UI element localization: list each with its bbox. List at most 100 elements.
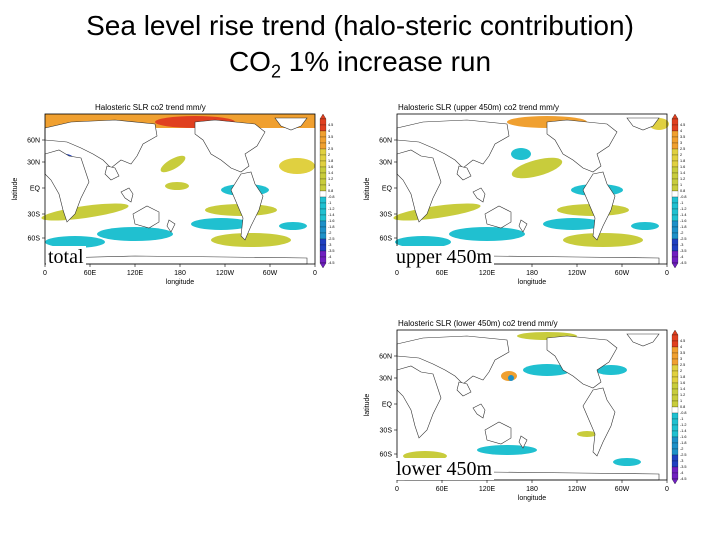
lat-tick-label: 60N (379, 138, 392, 145)
colorbar-swatch (671, 352, 679, 360)
slide-title-line2: CO2 1% increase run (0, 46, 720, 88)
map-panel-lower: Halosteric SLR (lower 450m) co2 trend mm… (362, 314, 702, 504)
lon-tick-label: 0 (665, 270, 669, 277)
colorbar-swatch (319, 136, 327, 144)
colorbar-tick-label: -2.5 (680, 453, 687, 457)
panel-label-lower: lower 450m (394, 458, 495, 480)
colorbar-tick-label: -1.2 (680, 207, 687, 211)
colorbar-swatch (671, 202, 679, 210)
land-mass (44, 149, 90, 223)
anomaly-patch (191, 218, 251, 230)
x-axis-label: longitude (518, 495, 547, 502)
anomaly-patch (631, 222, 659, 230)
colorbar-swatch (319, 142, 327, 150)
lat-tick-label: 60N (27, 138, 40, 145)
colorbar-swatch (319, 178, 327, 186)
colorbar-swatch (319, 160, 327, 168)
colorbar-swatch (671, 436, 679, 444)
lat-tick-label: EQ (382, 186, 393, 193)
colorbar-tick-label: 3.5 (680, 351, 685, 355)
land-mass (396, 365, 442, 439)
colorbar-tick-label: -1.4 (328, 213, 335, 217)
colorbar-swatch (671, 418, 679, 426)
anomaly-patch (543, 218, 603, 230)
anomaly-patch (523, 364, 571, 376)
anomaly-patch (279, 222, 307, 230)
map-panel-total: Halosteric SLR co2 trend mm/y 60N 30N EQ 30… (10, 98, 350, 288)
colorbar-tick-label: 2 (328, 153, 330, 157)
colorbar-swatch (319, 184, 327, 192)
colorbar-tick-label: 1 (328, 183, 330, 187)
land-mass (104, 165, 120, 181)
anomaly-patch (45, 236, 105, 248)
colorbar-swatch (671, 184, 679, 192)
anomaly-patch (393, 203, 481, 221)
colorbar-tick-label: -2.5 (328, 237, 335, 241)
colorbar-tick-label: 3.5 (680, 135, 685, 139)
anomaly-patch (511, 157, 563, 179)
colorbar-swatch (671, 412, 679, 420)
colorbar-tick-label: -4.5 (680, 477, 687, 481)
colorbar-swatch (671, 220, 679, 228)
lon-tick-label: 60E (84, 270, 97, 277)
anomaly-patch (41, 203, 129, 221)
colorbar-tick-label: -4.5 (680, 261, 687, 265)
panel-label-total: total (46, 246, 86, 268)
land-mass (546, 335, 618, 389)
lon-tick-label: 0 (395, 486, 399, 493)
colorbar-tick-label: 2 (680, 369, 682, 373)
colorbar-tick-label: 0.8 (680, 405, 685, 409)
colorbar-tick-label: -1.6 (680, 435, 687, 439)
title-subscript-2: 2 (270, 61, 281, 82)
colorbar-tick-label: -3.5 (680, 249, 687, 253)
colorbar-tick-label: -0.8 (680, 195, 687, 199)
land-mass (274, 117, 308, 131)
lon-tick-label: 180 (526, 486, 538, 493)
land-mass (582, 171, 616, 241)
colorbar-tick-label: 3 (680, 357, 682, 361)
colorbar-tick-label: 1.4 (680, 171, 685, 175)
colorbar-tick-label: 1 (680, 399, 682, 403)
land-mass (626, 333, 660, 347)
colorbar-swatch (319, 220, 327, 228)
colorbar-swatch (671, 346, 679, 354)
colorbar-swatch (319, 226, 327, 234)
colorbar-swatch (319, 232, 327, 240)
anomaly-patch (595, 365, 627, 375)
anomaly-patch (160, 155, 186, 173)
land-mass (626, 117, 660, 131)
land-mass (484, 205, 512, 229)
colorbar-swatch (671, 160, 679, 168)
colorbar-swatch (319, 256, 327, 264)
colorbar-tick-label: 4 (680, 129, 682, 133)
colorbar-swatch (671, 124, 679, 132)
lat-tick-label: EQ (30, 186, 41, 193)
colorbar-tick-label: -1 (680, 201, 683, 205)
y-axis-label: latitude (364, 394, 371, 417)
colorbar-tick-label: -1.4 (680, 429, 687, 433)
colorbar-swatch (671, 424, 679, 432)
lat-tick-label: 30S (28, 212, 41, 219)
colorbar-tick-label: 2.5 (328, 147, 333, 151)
land-mass (396, 335, 510, 385)
colorbar-tick-label: -1.6 (680, 219, 687, 223)
colorbar-tick-label: -2 (680, 231, 683, 235)
colorbar-swatch (671, 358, 679, 366)
colorbar-swatch (671, 172, 679, 180)
colorbar-tick-label: -2 (328, 231, 331, 235)
colorbar-swatch (671, 178, 679, 186)
colorbar-tick-label: 1.6 (328, 165, 333, 169)
colorbar-tick-label: 1.6 (680, 381, 685, 385)
colorbar-swatch (671, 442, 679, 450)
colorbar-tick-label: 1.2 (680, 393, 685, 397)
lon-tick-label: 120W (216, 270, 235, 277)
colorbar-tick-label: -1.2 (680, 423, 687, 427)
colorbar-tick-label: -1.8 (328, 225, 335, 229)
colorbar-tick-label: -3 (328, 243, 331, 247)
lon-tick-label: 60E (436, 270, 449, 277)
land-mass (120, 187, 134, 203)
colorbar-swatch (671, 400, 679, 408)
lat-tick-label: 30N (27, 160, 40, 167)
colorbar-tick-label: -3.5 (328, 249, 335, 253)
map-figure-upper: Halosteric SLR (upper 450m) co2 trend mm… (364, 103, 687, 286)
